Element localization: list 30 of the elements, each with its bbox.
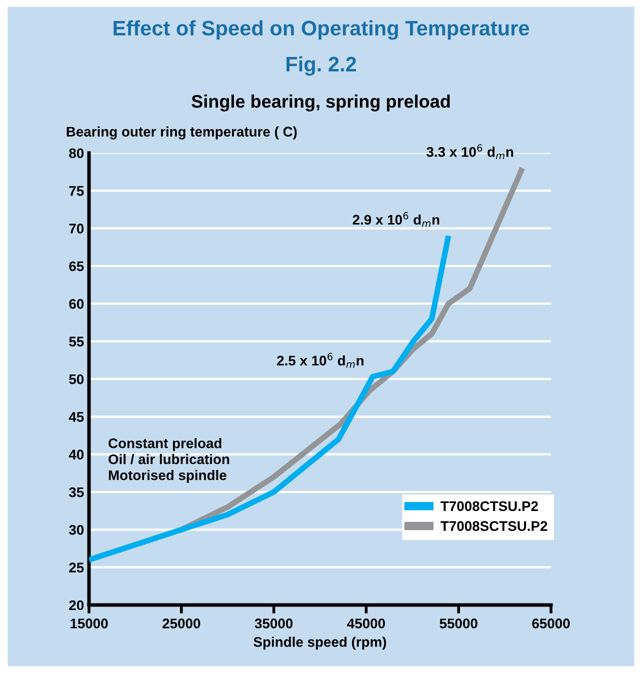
y-tick-label: 75	[69, 186, 84, 196]
y-tick-label: 50	[69, 374, 84, 384]
annotation: Constant preload Oil / air lubrication Motorised spindle	[108, 438, 230, 483]
chart-subtitle: Fig. 2.2	[286, 56, 356, 76]
y-tick-label: 60	[69, 299, 84, 309]
x-tick-label: 25000	[162, 618, 200, 628]
x-tick-label: 45000	[347, 618, 385, 628]
y-tick-label: 45	[68, 412, 84, 422]
legend-label: T7008CTSU.P2	[440, 501, 538, 512]
x-tick-label: 15000	[70, 618, 108, 628]
y-tick-label: 35	[69, 487, 84, 498]
y-tick-label: 70	[69, 224, 84, 234]
y-tick-label: 40	[68, 450, 84, 460]
y-tick-label: 65	[69, 261, 84, 272]
x-axis-title: Spindle speed (rpm)	[254, 636, 386, 650]
y-tick-label: 20	[69, 600, 84, 610]
annotation: 2.5 x 10$^{6}$ d$_{m}$n	[277, 352, 364, 368]
x-tick-label: 35000	[254, 618, 293, 628]
y-axis-title: Bearing outer ring temperature ( C)	[66, 126, 297, 140]
text: Single bearing, spring preload	[192, 94, 450, 112]
annotation: 2.9 x 10$^{6}$ d$_{m}$n	[352, 212, 440, 227]
x-tick-label: 65000	[532, 618, 570, 628]
chart-title: Effect of Speed on Operating Temperature	[114, 20, 530, 40]
y-tick-label: 30	[69, 525, 84, 535]
y-tick-label: 80	[69, 148, 84, 158]
y-tick-label: 25	[69, 562, 84, 573]
legend-label: T7008SCTSU.P2	[440, 521, 548, 531]
x-tick-label: 55000	[440, 618, 478, 628]
annotation: 3.3 x 10$^{6}$ d$_{m}$n	[426, 144, 514, 160]
y-tick-label: 55	[69, 336, 84, 347]
